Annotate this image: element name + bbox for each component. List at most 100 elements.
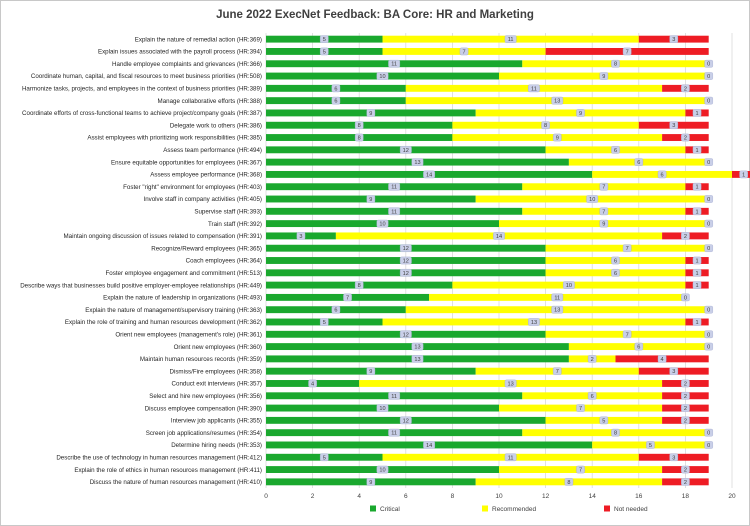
data-label: 12 [403,271,409,277]
data-label-box [366,367,376,375]
data-label: 2 [684,381,687,387]
data-label-box [423,441,435,449]
data-label: 0 [707,443,710,449]
data-label: 9 [602,74,605,80]
data-label-box [681,465,690,474]
data-label: 1 [695,111,698,117]
data-label-box [669,367,679,375]
data-label: 9 [602,222,605,228]
data-label: 8 [358,283,361,289]
data-label-box [296,232,306,240]
x-tick-label: 8 [451,493,455,500]
data-label: 5 [602,418,605,424]
data-label-box [587,391,597,400]
data-label-box [622,47,632,56]
data-label-box [308,379,317,388]
data-label-box [669,121,679,130]
data-label: 11 [391,394,397,400]
data-label-box [504,453,517,462]
data-label-box [669,35,679,43]
data-label-box [388,428,401,437]
data-label: 7 [602,209,605,215]
data-label: 2 [591,357,594,363]
legend-swatch [370,505,376,512]
data-label-box [354,133,364,142]
data-label-box [388,59,401,68]
data-label-box [388,182,401,191]
data-label-box [331,84,341,93]
data-label: 12 [403,418,409,424]
data-label-box [411,158,424,166]
data-label: 6 [334,99,337,105]
category-label: Dismiss/Fire employees (HR:358) [170,368,263,375]
data-label: 7 [626,332,629,338]
data-label-box [692,207,702,216]
data-label: 0 [707,246,710,252]
x-tick-label: 10 [495,493,503,500]
data-label: 9 [556,136,559,142]
category-label: Ensure equitable opportunities for emplo… [111,159,262,166]
data-label: 6 [661,172,664,178]
legend-swatch [604,505,610,512]
data-label: 1 [695,209,698,215]
data-label: 13 [414,160,420,166]
data-label-box [692,146,702,154]
category-label: Foster "right" environment for employees… [123,184,262,191]
category-label: Coordinate human, capital, and fiscal re… [31,73,262,80]
category-label: Describe the use of technology in human … [56,454,262,461]
data-label: 1 [695,148,698,154]
data-label: 7 [602,185,605,191]
data-label: 11 [391,62,397,68]
data-label: 1 [695,283,698,289]
data-label-box [622,330,632,339]
category-label: Discuss employee compensation (HR:390) [145,405,262,412]
data-label-box [319,35,329,43]
data-label-box [552,133,562,142]
data-label: 9 [369,197,372,203]
data-label-box [366,109,376,117]
data-label-box [646,441,655,449]
data-label-box [399,146,412,154]
data-label: 0 [707,99,710,105]
x-tick-label: 14 [589,493,597,500]
data-label: 8 [614,62,617,68]
data-label: 6 [614,271,617,277]
category-label: Foster employee engagement and commitmen… [106,270,262,277]
data-label-box [681,478,690,486]
data-label: 6 [334,86,337,92]
data-label-box [704,96,713,105]
data-label-box [692,256,702,265]
data-label-box [681,416,690,425]
data-label-box [551,293,564,302]
category-label: Maintain ongoing discussion of issues re… [64,233,262,240]
category-label: Coach employees (HR:364) [186,258,262,265]
category-label: Involve staff in company activities (HR:… [143,196,262,203]
data-label: 7 [556,369,559,375]
category-label: Explain issues associated with the payro… [98,49,262,56]
category-label: Select and hire new employees (HR:356) [149,393,262,400]
data-label-box [681,232,690,240]
data-label: 7 [579,468,582,474]
x-tick-label: 16 [635,493,643,500]
data-label-box [681,404,690,412]
data-label: 5 [323,320,326,326]
data-label-box [587,355,597,363]
category-label: Determine hiring needs (HR:353) [171,442,262,449]
category-label: Orient new employees (HR:360) [174,344,262,351]
data-label: 13 [554,308,560,314]
data-label-box [586,195,599,203]
category-label: Assess team performance (HR:494) [163,147,262,154]
data-label: 3 [672,123,675,129]
legend: Critical Recommended Not needed [370,505,648,513]
data-label-box [504,379,517,388]
data-label: 11 [391,185,397,191]
data-label-box [399,330,412,339]
data-label-box [681,84,690,93]
data-label: 9 [579,111,582,117]
data-label-box [634,342,644,351]
data-label: 7 [346,295,349,301]
data-label: 10 [589,197,595,203]
category-axis: Explain the nature of remedial action (H… [20,36,262,486]
category-label: Coordinate efforts of cross-functional t… [22,110,262,117]
data-label: 2 [684,86,687,92]
